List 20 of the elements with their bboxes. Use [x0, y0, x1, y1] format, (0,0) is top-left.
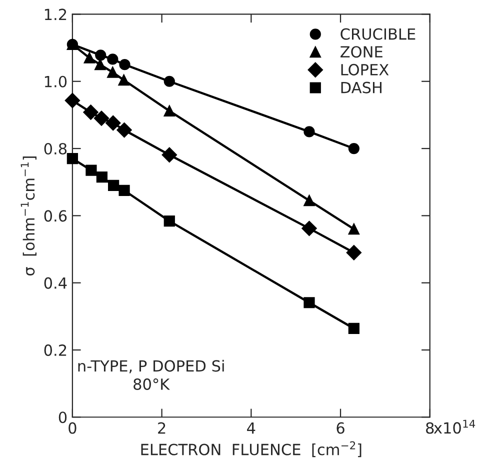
y-tick-label: 0.8: [44, 142, 67, 155]
y-tick-label: 0.6: [44, 210, 67, 222]
x-tick-label: 6: [336, 422, 344, 434]
x-tick-label: 8: [426, 422, 434, 434]
x-tick-label: 2: [158, 422, 166, 434]
legend-label: DASH: [341, 82, 382, 94]
x-tick-label: 0: [68, 422, 76, 434]
legend-label: ZONE: [340, 46, 382, 58]
y-tick-label: 0.2: [44, 344, 66, 356]
y-tick-label: 0.4: [44, 277, 67, 289]
y-tick-label: 1.2: [44, 8, 66, 20]
annotation: n-TYPE, P DOPED Si 80°K: [78, 360, 224, 390]
legend-label: LOPEX: [341, 64, 389, 76]
y-tick-label: 1.0: [44, 76, 67, 88]
legend-label: CRUCIBLE: [340, 28, 416, 40]
y-tick-label: 0: [58, 412, 67, 424]
y-axis-title: σ [ohm$^{−1}$cm$^{−1}$]: [20, 156, 36, 276]
x-tick-label: 4: [247, 422, 256, 434]
x-axis-title: ELECTRON FLUENCE [cm$^{−2}$]: [141, 441, 362, 458]
text: x10$^{14}$: [434, 420, 476, 434]
